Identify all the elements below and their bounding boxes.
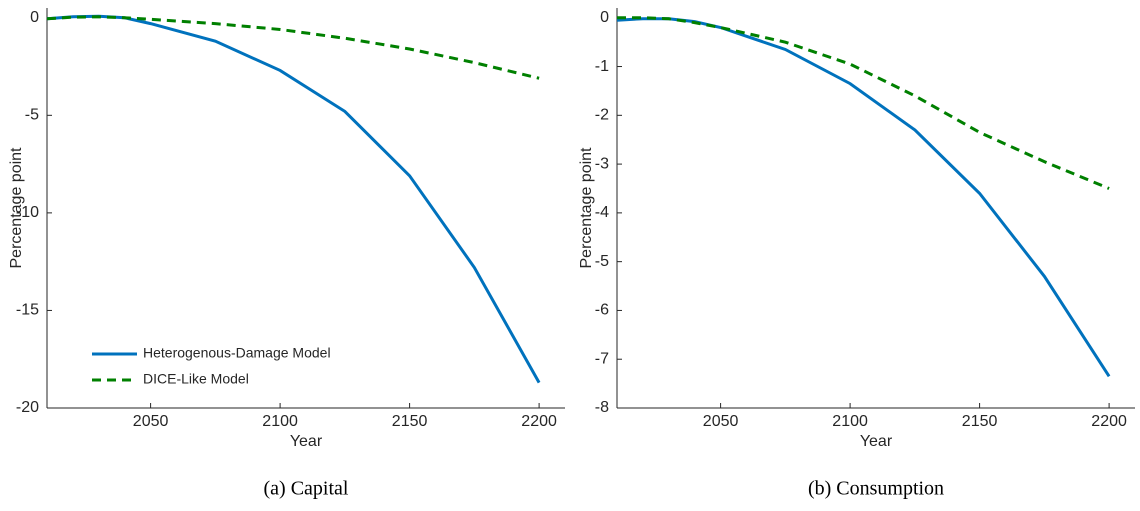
caption: (a) Capital [264, 478, 349, 500]
legend-label: DICE-Like Model [143, 371, 249, 387]
y-tick-label: -20 [16, 399, 39, 416]
y-tick-label: -2 [595, 107, 609, 124]
x-axis-label: Year [290, 433, 323, 450]
x-tick-label: 2150 [962, 413, 998, 430]
y-tick-label: -7 [595, 350, 609, 367]
x-tick-label: 2200 [1091, 413, 1127, 430]
y-tick-label: -3 [595, 155, 609, 172]
x-tick-label: 2200 [521, 413, 557, 430]
x-tick-label: 2150 [392, 413, 428, 430]
y-tick-label: -1 [595, 58, 609, 75]
series-line [46, 14, 541, 384]
series-line [617, 16, 1110, 190]
y-tick-label: -5 [595, 253, 609, 270]
y-axis-label: Percentage point [8, 147, 25, 269]
series-line [46, 15, 540, 80]
legend-label: Heterogenous-Damage Model [143, 345, 331, 361]
x-tick-label: 2100 [832, 413, 868, 430]
y-tick-label: -8 [595, 399, 609, 416]
series-line [616, 17, 1111, 378]
caption: (b) Consumption [808, 478, 944, 500]
y-tick-label: -5 [25, 107, 39, 124]
y-tick-label: 0 [600, 9, 609, 26]
y-axis-label: Percentage point [578, 147, 595, 269]
x-tick-label: 2050 [703, 413, 739, 430]
y-tick-label: -4 [595, 204, 609, 221]
y-tick-label: -10 [16, 204, 39, 221]
y-tick-label: -6 [595, 302, 609, 319]
y-tick-label: 0 [30, 9, 39, 26]
x-axis-label: Year [860, 433, 893, 450]
x-tick-label: 2050 [133, 413, 169, 430]
x-tick-label: 2100 [262, 413, 298, 430]
y-tick-label: -15 [16, 302, 39, 319]
